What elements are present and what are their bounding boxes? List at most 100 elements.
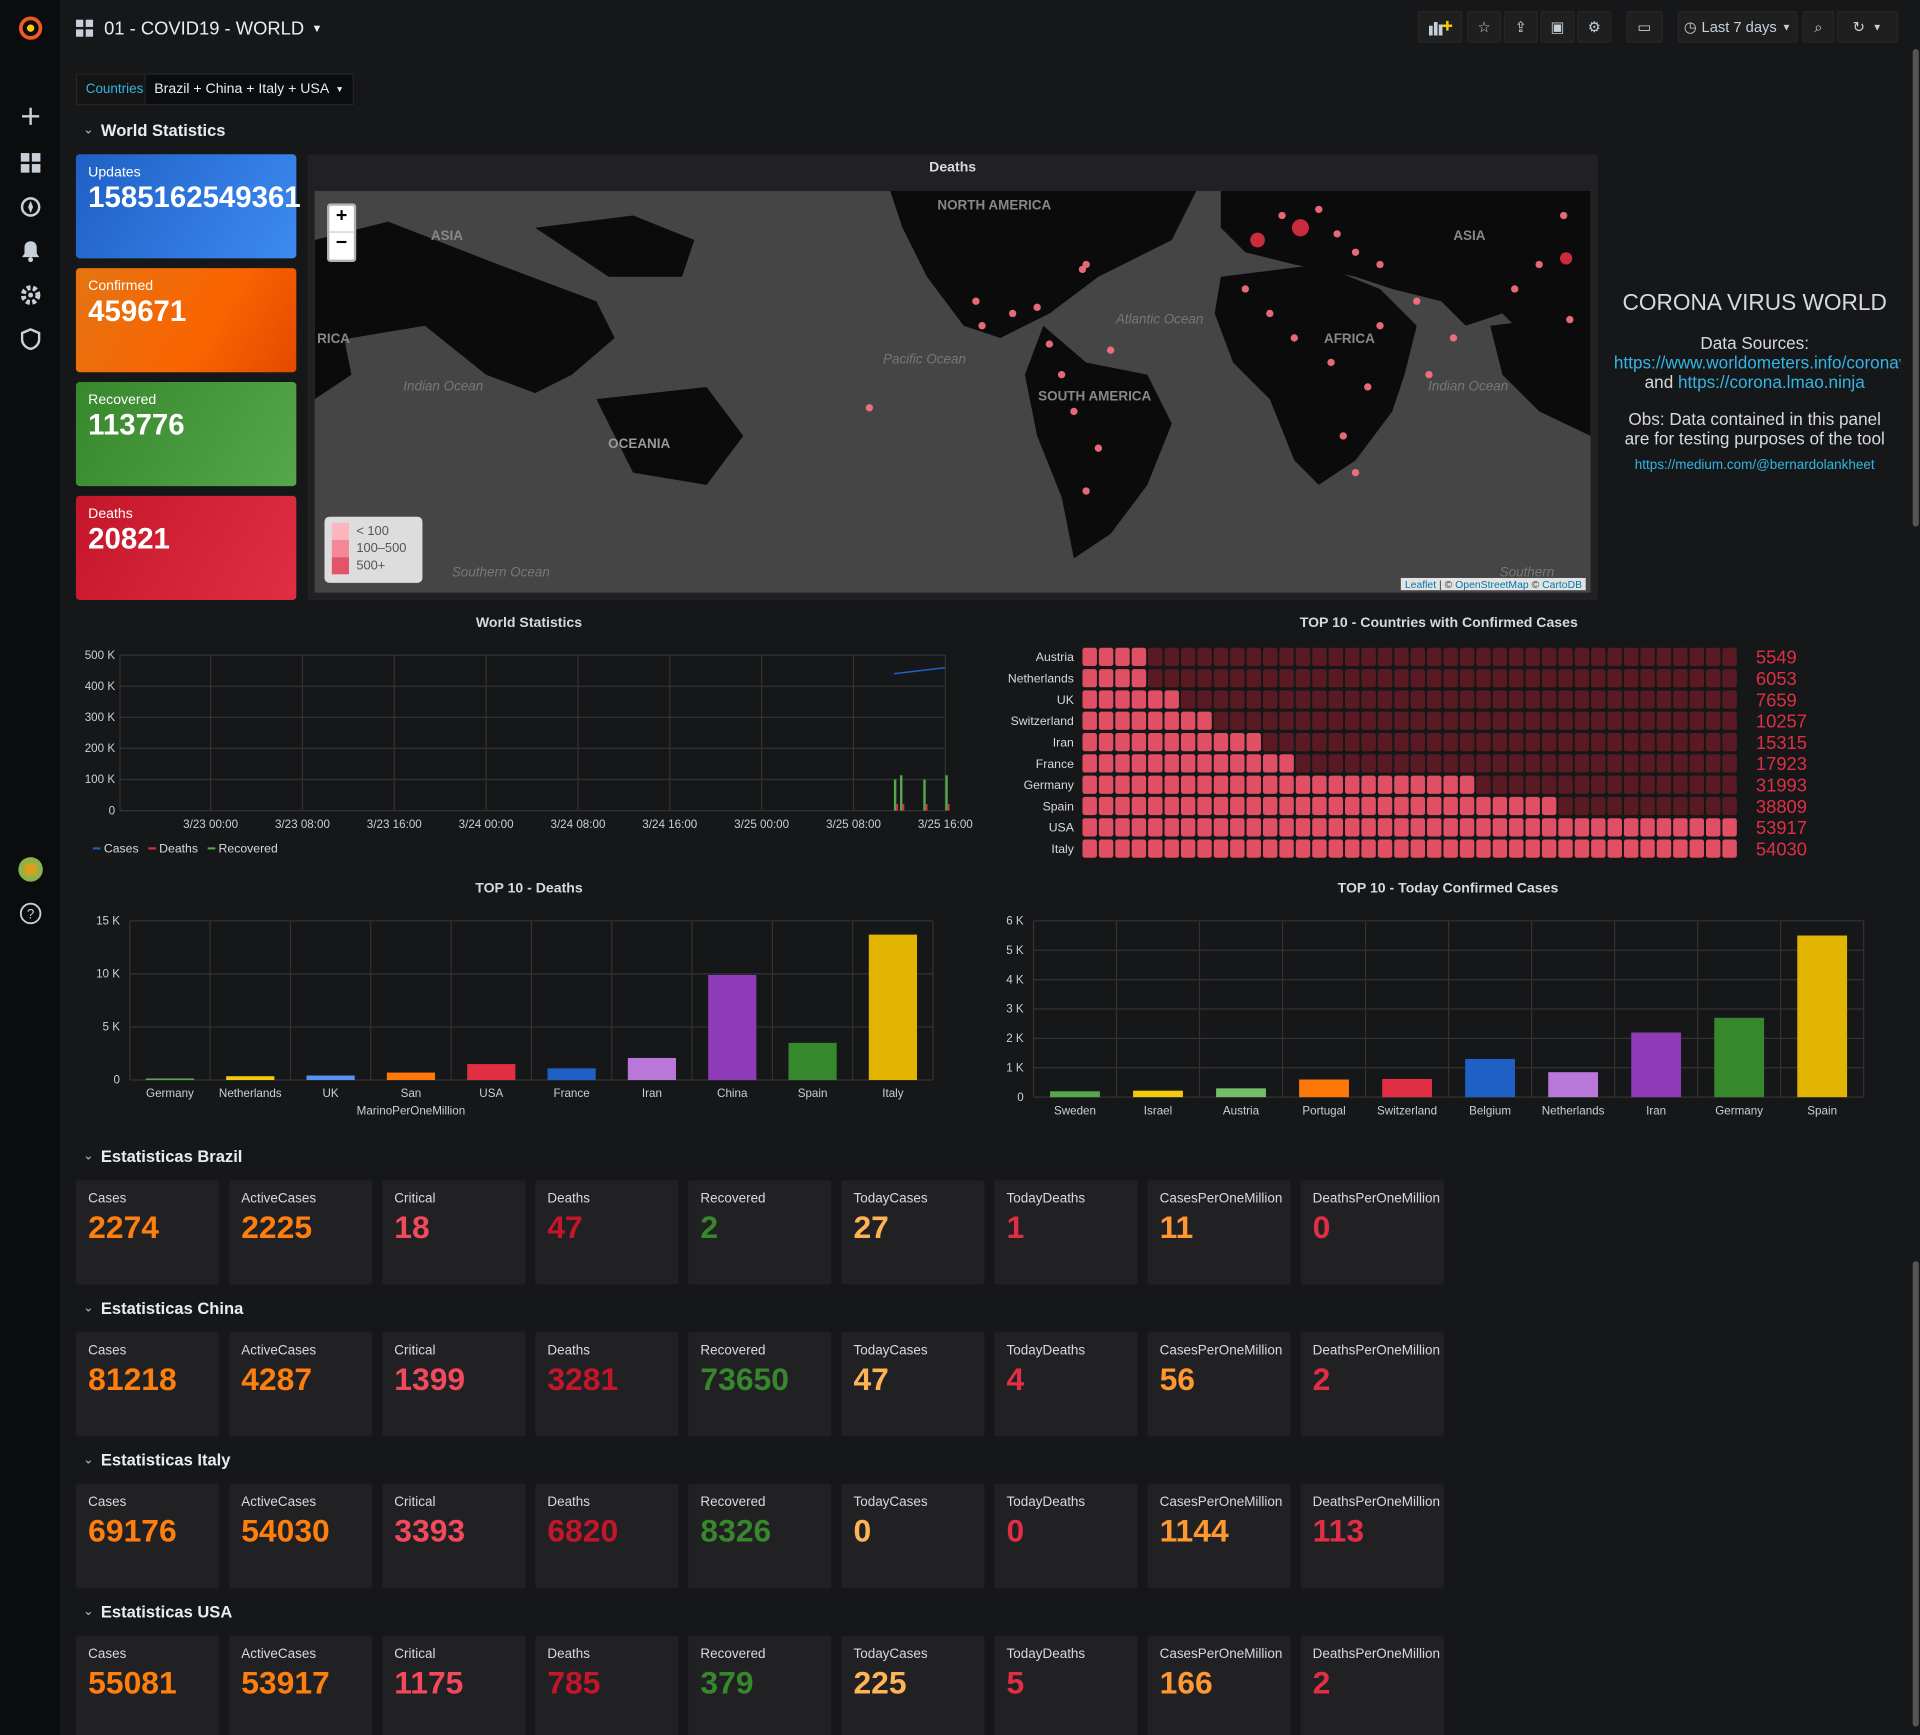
heatmap-row-label: Italy bbox=[1051, 842, 1074, 856]
heatmap-cell bbox=[1312, 775, 1327, 794]
carto-link[interactable]: CartoDB bbox=[1542, 577, 1583, 591]
y-tick-label: 0 bbox=[1017, 1091, 1024, 1104]
heatmap-cell bbox=[1509, 796, 1524, 816]
heatmap-cell bbox=[1410, 669, 1426, 688]
legend-label: Recovered bbox=[218, 842, 278, 856]
countries-select[interactable]: Brazil + China + Italy + USA ▼ bbox=[144, 73, 354, 106]
heatmap-cell bbox=[1591, 690, 1606, 709]
heatmap-cell bbox=[1344, 690, 1360, 709]
row-world-statistics[interactable]: ⌄ World Statistics bbox=[83, 121, 225, 139]
legend-item[interactable]: ━ Deaths bbox=[148, 842, 198, 856]
gear-icon[interactable] bbox=[15, 279, 46, 310]
heatmap-cell bbox=[1705, 754, 1721, 773]
stat-italy-casesperonemillion: CasesPerOneMillion 1144 bbox=[1147, 1484, 1291, 1589]
zoom-out-button[interactable]: − bbox=[335, 232, 348, 254]
star-button[interactable]: ☆ bbox=[1466, 11, 1502, 43]
y-tick-label: 500 K bbox=[85, 649, 116, 662]
zoom-in-button[interactable]: + bbox=[329, 206, 354, 233]
heatmap-cell bbox=[1328, 690, 1344, 709]
heatmap-cell bbox=[1607, 669, 1622, 688]
heatmap-cell bbox=[1377, 669, 1393, 688]
osm-link[interactable]: OpenStreetMap bbox=[1455, 577, 1529, 591]
heatmap-cell bbox=[1213, 669, 1229, 688]
explore-icon[interactable] bbox=[15, 191, 46, 222]
save-button[interactable]: ▣ bbox=[1540, 11, 1575, 43]
heatmap-value: 10257 bbox=[1756, 711, 1807, 732]
stat-label: Cases bbox=[88, 1495, 127, 1510]
share-button[interactable]: ⇪ bbox=[1503, 11, 1538, 43]
heatmap-cell bbox=[1459, 796, 1475, 816]
dashboards-icon[interactable] bbox=[15, 147, 46, 178]
dashboard-title[interactable]: 01 - COVID19 - WORLD ▼ bbox=[104, 18, 322, 39]
row-china[interactable]: ⌄ Estatisticas China bbox=[83, 1299, 243, 1317]
legend-swatch bbox=[331, 540, 349, 558]
refresh-button[interactable]: ↻ ▼ bbox=[1836, 11, 1898, 43]
help-icon[interactable]: ? bbox=[15, 898, 46, 929]
heatmap-cell bbox=[1574, 775, 1590, 794]
heatmap-cell bbox=[1115, 754, 1130, 773]
heatmap-cell bbox=[1640, 839, 1655, 858]
heatmap-cell bbox=[1131, 732, 1147, 752]
stat-value: 53917 bbox=[241, 1664, 330, 1701]
heatmap-cell bbox=[1640, 690, 1655, 709]
heatmap-cell bbox=[1394, 690, 1409, 709]
stat-label: TodayCases bbox=[853, 1191, 928, 1207]
heatmap-cell bbox=[1082, 839, 1097, 858]
add-panel-button[interactable] bbox=[1417, 11, 1463, 43]
row-italy[interactable]: ⌄ Estatisticas Italy bbox=[83, 1451, 230, 1469]
legend-item[interactable]: ━ Cases bbox=[93, 842, 139, 856]
x-tick-label: Iran bbox=[642, 1087, 662, 1100]
grafana-logo-icon[interactable] bbox=[15, 12, 46, 43]
heatmap-cell bbox=[1607, 647, 1622, 667]
leaflet-link[interactable]: Leaflet bbox=[1404, 577, 1437, 591]
stat-value: 459671 bbox=[88, 295, 187, 329]
tv-mode-button[interactable]: ▭ bbox=[1626, 11, 1663, 43]
heatmap-cell bbox=[1131, 690, 1147, 709]
shield-icon[interactable] bbox=[15, 323, 46, 354]
stat-label: Updates bbox=[88, 165, 141, 181]
row-usa[interactable]: ⌄ Estatisticas USA bbox=[83, 1603, 232, 1621]
scrollbar[interactable] bbox=[1912, 1261, 1919, 1727]
variable-label: Countries bbox=[75, 73, 154, 106]
medium-link[interactable]: https://medium.com/@bernardolankheet bbox=[1634, 457, 1875, 473]
y-tick-label: 10 K bbox=[96, 968, 120, 981]
plus-icon[interactable] bbox=[15, 100, 46, 131]
heatmap-cell bbox=[1246, 690, 1261, 709]
settings-button[interactable]: ⚙ bbox=[1577, 11, 1612, 43]
heatmap-cell bbox=[1673, 711, 1688, 730]
heatmap-cell bbox=[1722, 711, 1737, 730]
bar bbox=[627, 1057, 677, 1081]
stat-usa-activecases: ActiveCases 53917 bbox=[228, 1635, 373, 1735]
heatmap-cell bbox=[1541, 711, 1557, 730]
row-title: Estatisticas Italy bbox=[100, 1451, 231, 1470]
heatmap-cell bbox=[1361, 732, 1376, 752]
heatmap-cell bbox=[1131, 669, 1147, 688]
legend-item[interactable]: ━ Recovered bbox=[207, 842, 278, 856]
zoom-out-button[interactable]: ⌕ bbox=[1802, 11, 1835, 43]
scrollbar[interactable] bbox=[1912, 48, 1919, 527]
world-map[interactable]: NORTH AMERICA ASIA ASIA RICA Indian Ocea… bbox=[314, 191, 1591, 593]
heatmap-cell bbox=[1246, 669, 1261, 688]
heatmap-cell bbox=[1443, 754, 1458, 773]
y-tick-label: 1 K bbox=[1006, 1061, 1024, 1074]
heatmap-cell bbox=[1541, 839, 1557, 858]
heatmap-value: 15315 bbox=[1756, 732, 1807, 753]
heatmap-cell bbox=[1213, 711, 1229, 730]
heatmap-cell bbox=[1230, 839, 1245, 858]
y-tick-label: 5 K bbox=[1006, 944, 1024, 957]
time-picker[interactable]: ◷ Last 7 days ▼ bbox=[1677, 11, 1798, 43]
heatmap-cell bbox=[1623, 775, 1639, 794]
heatmap-cell bbox=[1525, 818, 1540, 837]
side-menu-bottom bbox=[0, 946, 61, 1735]
avatar[interactable] bbox=[15, 853, 46, 884]
row-brazil[interactable]: ⌄ Estatisticas Brazil bbox=[83, 1147, 242, 1165]
bar bbox=[1216, 1088, 1266, 1098]
source-link-2[interactable]: https://corona.lmao.ninja bbox=[1678, 372, 1865, 392]
heatmap-cell bbox=[1705, 818, 1721, 837]
heatmap-cell bbox=[1689, 647, 1705, 667]
bell-icon[interactable] bbox=[15, 235, 46, 266]
heatmap-cell bbox=[1098, 690, 1114, 709]
heatmap-cell bbox=[1525, 732, 1540, 752]
source-link-1[interactable]: https://www.worldometers.info/coronaviru… bbox=[1613, 352, 1901, 373]
heatmap-cell bbox=[1509, 754, 1524, 773]
